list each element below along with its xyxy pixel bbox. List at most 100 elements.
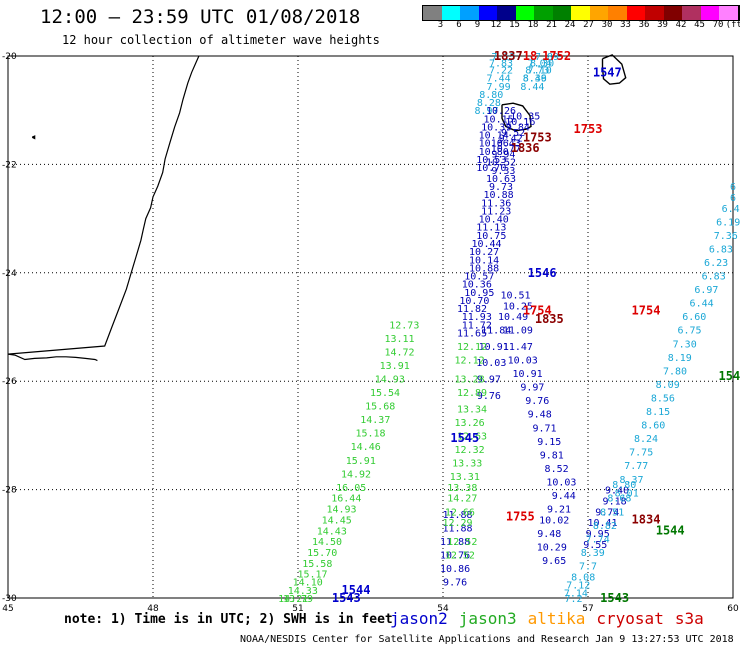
wave-height-label: 7.04 bbox=[528, 59, 552, 70]
wave-height-label: 13.31 bbox=[450, 472, 480, 483]
scale-swatch bbox=[737, 6, 740, 20]
wave-height-label: 13.34 bbox=[457, 404, 487, 415]
wave-height-label: 7.99 bbox=[487, 82, 511, 93]
wave-height-label: 10.02 bbox=[539, 515, 569, 526]
wave-height-label: 10.70 bbox=[476, 163, 506, 174]
island-outline bbox=[601, 54, 627, 85]
wave-height-label: 1544 bbox=[656, 523, 685, 537]
wave-height-label: 10.95 bbox=[464, 288, 494, 299]
wave-height-label: 12.66 bbox=[445, 507, 475, 518]
x-tick-label: 45 bbox=[2, 604, 13, 614]
wave-height-label: 8.28 bbox=[477, 98, 501, 109]
wave-height-label: 7.22 bbox=[489, 66, 513, 77]
wave-height-label: 10.88 bbox=[484, 190, 514, 201]
wave-height-label: 10.41 bbox=[587, 518, 617, 529]
wave-height-label: 7.7 bbox=[579, 562, 597, 573]
y-tick-label: -22 bbox=[2, 160, 17, 170]
wave-height-label: 11.72 bbox=[462, 320, 492, 331]
wave-height-label: 10.15 bbox=[484, 114, 514, 125]
wave-height-label: 14.45 bbox=[322, 515, 352, 526]
wave-height-label: 13.91 bbox=[380, 361, 410, 372]
wave-height-label: 8.44 bbox=[520, 82, 544, 93]
x-tick-label: 51 bbox=[292, 604, 303, 614]
y-tick-label: -20 bbox=[2, 52, 17, 62]
wave-height-label: 7.10 bbox=[528, 66, 552, 77]
scale-label: 39 bbox=[657, 20, 668, 30]
legend-s3a: s3a bbox=[674, 609, 704, 628]
wave-height-label: 10.35 bbox=[510, 112, 540, 123]
scale-swatch bbox=[608, 6, 627, 20]
legend-jason3: jason3 bbox=[458, 609, 517, 628]
wave-height-label: 10.16 bbox=[505, 117, 535, 128]
wave-height-label: 15.54 bbox=[370, 388, 400, 399]
wave-height-label: 10.91 bbox=[479, 342, 509, 353]
wave-height-label: 8.39 bbox=[581, 548, 605, 559]
wave-height-label: 9.84 bbox=[506, 123, 530, 134]
wave-height-label: 10.52 bbox=[486, 158, 516, 169]
wave-height-label: 1544 bbox=[342, 583, 371, 597]
wave-height-label: 7.36 bbox=[714, 231, 738, 242]
wave-height-label: 7.80 bbox=[663, 366, 687, 377]
scale-swatch bbox=[626, 6, 645, 20]
x-tick-label: 48 bbox=[147, 604, 159, 614]
wave-height-label: 11.09 bbox=[503, 326, 533, 337]
wave-height-label: 9.48 bbox=[537, 529, 561, 540]
legend-jason2: jason2 bbox=[390, 609, 448, 628]
wave-height-label: 8.51 bbox=[600, 507, 624, 518]
wave-height-label: 7.77 bbox=[624, 461, 648, 472]
satellite-legend: jason2 jason3 altika cryosat s3a bbox=[390, 609, 715, 628]
wave-height-label: 8.56 bbox=[651, 394, 675, 405]
wave-height-label: 10.40 bbox=[479, 215, 509, 226]
wave-height-label: 10.44 bbox=[471, 239, 501, 250]
scale-label: 18 bbox=[527, 20, 539, 30]
scale-swatch bbox=[441, 6, 460, 20]
wave-height-label: 10.03 bbox=[546, 478, 576, 489]
wave-height-label: 6.75 bbox=[677, 326, 701, 337]
wave-height-label: 8.73 bbox=[525, 66, 549, 77]
wave-height-label: 8.82 bbox=[593, 521, 617, 532]
wave-height-label: 9.73 bbox=[489, 182, 513, 193]
scale-label: 70 bbox=[712, 20, 724, 30]
wave-height-label: 9.74 bbox=[595, 507, 619, 518]
note-text: note: 1) Time is in UTC; 2) SWH is in fe… bbox=[64, 612, 393, 627]
wave-height-label: 7.89 bbox=[535, 52, 559, 63]
wave-height-label: 7.2 bbox=[564, 594, 582, 605]
wave-height-label: 8.80 bbox=[612, 480, 636, 491]
wave-height-label: 11.23 bbox=[481, 207, 511, 218]
scale-swatch bbox=[534, 6, 553, 20]
wave-height-label: 9.76 bbox=[443, 578, 467, 589]
wave-height-label: 8.80 bbox=[479, 90, 503, 101]
wave-height-label: 6 bbox=[730, 182, 736, 193]
wave-height-label: 1753 bbox=[574, 122, 603, 136]
wave-height-label: 8.52 bbox=[545, 464, 569, 475]
wave-height-label: 9.18 bbox=[603, 496, 627, 507]
wave-height-label: 14.33 bbox=[288, 586, 318, 597]
wave-height-label: 9.15 bbox=[537, 437, 561, 448]
scale-label: 45 bbox=[694, 20, 705, 30]
wave-height-label: 10.77 bbox=[491, 144, 521, 155]
scale-label: 33 bbox=[620, 20, 631, 30]
legend-cryosat: cryosat bbox=[596, 609, 664, 628]
wave-height-label: 7.44 bbox=[487, 74, 511, 85]
wave-height-label: 12.29 bbox=[442, 518, 472, 529]
wave-height-label: 14.93 bbox=[375, 375, 405, 386]
scale-label: 15 bbox=[509, 20, 520, 30]
wave-height-label: 10.80 bbox=[479, 147, 509, 158]
scale-label: 3 bbox=[437, 20, 444, 30]
wave-height-label: 11.65 bbox=[457, 328, 487, 339]
wave-height-label: 10.75 bbox=[476, 231, 506, 242]
wave-height-label: 9.81 bbox=[540, 450, 564, 461]
wave-height-label: 8.01 bbox=[615, 488, 639, 499]
wave-height-label: 6.44 bbox=[690, 299, 714, 310]
chart-subtitle: 12 hour collection of altimeter wave hei… bbox=[62, 33, 380, 47]
wave-height-label: 11.47 bbox=[503, 342, 533, 353]
wave-height-label: 8.30 bbox=[530, 59, 554, 70]
wave-height-label: 6.23 bbox=[704, 258, 728, 269]
wave-height-label: 12.12 bbox=[455, 356, 485, 367]
wave-height-label: 10.03 bbox=[508, 356, 538, 367]
wave-height-label: 10.88 bbox=[469, 263, 499, 274]
wave-height-label: 10.63 bbox=[486, 174, 516, 185]
wave-height-label: 12.73 bbox=[389, 320, 419, 331]
